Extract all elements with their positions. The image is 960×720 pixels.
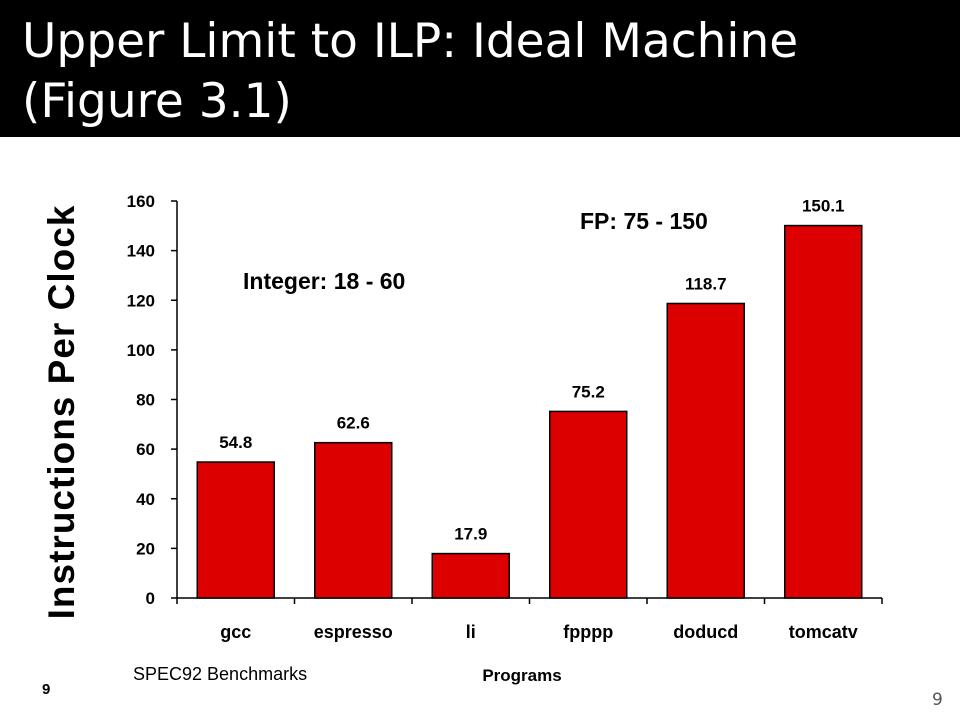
- annotation-fp: FP: 75 - 150: [580, 208, 708, 234]
- y-tick-label: 100: [127, 341, 155, 360]
- category-label-li: li: [466, 622, 476, 642]
- category-label-fpppp: fpppp: [563, 622, 613, 642]
- x-axis-label: Programs: [482, 666, 561, 685]
- page-number-left: 9: [42, 681, 50, 698]
- title-bar: Upper Limit to ILP: Ideal Machine (Figur…: [0, 0, 960, 137]
- category-label-espresso: espresso: [314, 622, 393, 642]
- bar-tomcatv: [784, 224, 863, 599]
- data-label-espresso: 62.6: [337, 414, 370, 433]
- bar-espresso: [314, 441, 393, 599]
- bar-gcc: [196, 461, 275, 599]
- y-tick-label: 0: [146, 589, 155, 608]
- data-label-li: 17.9: [454, 525, 487, 544]
- data-label-doducd: 118.7: [685, 274, 727, 293]
- data-label-gcc: 54.8: [219, 433, 252, 452]
- category-label-tomcatv: tomcatv: [789, 622, 858, 642]
- axes: [171, 200, 883, 604]
- bars: [196, 224, 863, 599]
- y-tick-label: 140: [127, 242, 155, 261]
- data-label-tomcatv: 150.1: [802, 197, 845, 216]
- y-tick-label: 20: [136, 539, 155, 558]
- slide-title-line-1: Upper Limit to ILP: Ideal Machine: [22, 14, 799, 69]
- labels: 0 20 40 60 80 100 120 140 160 54.8 gcc 62.6 espresso…: [127, 192, 858, 642]
- bar-doducd: [666, 302, 745, 599]
- category-label-gcc: gcc: [220, 622, 251, 642]
- page-number-right: 9: [932, 690, 943, 710]
- y-axis-label-group: Instructions Per Clock: [41, 205, 82, 620]
- footer-benchmarks-label: SPEC92 Benchmarks: [133, 664, 307, 684]
- y-axis-label: Instructions Per Clock: [41, 205, 82, 620]
- y-tick-label: 160: [127, 192, 155, 211]
- slide-title-line-2: (Figure 3.1): [22, 74, 292, 129]
- y-tick-label: 40: [136, 490, 155, 509]
- y-tick-label: 60: [136, 440, 155, 459]
- data-label-fpppp: 75.2: [572, 382, 605, 401]
- y-tick-label: 80: [136, 391, 155, 410]
- y-tick-label: 120: [127, 291, 155, 310]
- category-label-doducd: doducd: [673, 622, 738, 642]
- annotation-integer: Integer: 18 - 60: [243, 268, 405, 294]
- bar-fpppp: [549, 410, 628, 599]
- bar-li: [431, 552, 510, 599]
